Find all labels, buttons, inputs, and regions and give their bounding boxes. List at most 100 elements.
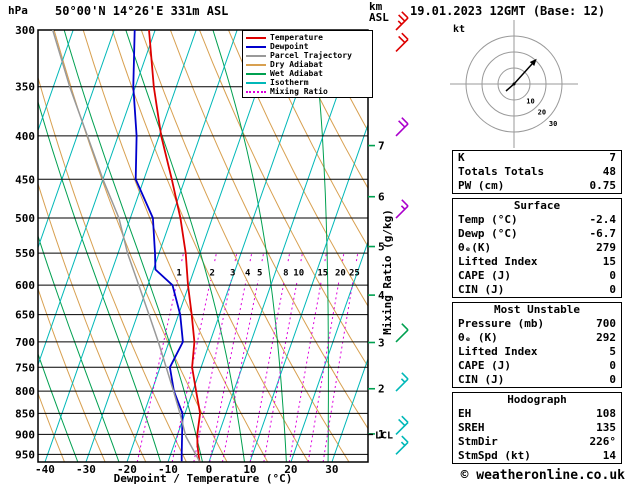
stat-value: 135 xyxy=(596,421,616,434)
svg-text:-20: -20 xyxy=(117,463,137,476)
stat-label: θₑ(K) xyxy=(458,241,492,254)
stat-row: EH 108 xyxy=(453,407,621,421)
svg-text:700: 700 xyxy=(15,336,35,349)
legend-label: Parcel Trajectory xyxy=(270,51,352,60)
legend-label: Wet Adiabat xyxy=(270,69,323,78)
stat-value: 48 xyxy=(602,165,616,178)
svg-text:850: 850 xyxy=(15,407,35,420)
stat-label: SREH xyxy=(458,421,485,434)
stat-value: -2.4 xyxy=(589,213,617,226)
svg-text:2: 2 xyxy=(378,383,385,396)
svg-text:1: 1 xyxy=(176,269,181,279)
stat-row: StmSpd (kt) 14 xyxy=(453,449,621,463)
svg-text:0: 0 xyxy=(206,463,213,476)
stat-section-title: Hodograph xyxy=(507,393,567,406)
pressure-unit-label: hPa xyxy=(8,4,28,17)
svg-text:5: 5 xyxy=(257,269,262,279)
legend-label: Dry Adiabat xyxy=(270,60,323,69)
sounding-curves xyxy=(51,30,201,462)
stat-row: CIN (J) 0 xyxy=(453,283,621,297)
indices-box: K 7 Totals Totals 48 PW (cm) 0.75 xyxy=(452,150,622,194)
stat-row: SREH 135 xyxy=(453,421,621,435)
stat-section-title: Surface xyxy=(513,199,561,212)
wind-barbs xyxy=(395,11,409,455)
stat-label: K xyxy=(458,151,465,164)
svg-text:3: 3 xyxy=(378,336,385,349)
stat-row: Lifted Index 15 xyxy=(453,255,621,269)
stat-value: 279 xyxy=(596,241,616,254)
legend-item: Temperature xyxy=(246,33,370,42)
svg-text:5: 5 xyxy=(378,241,385,254)
svg-text:10: 10 xyxy=(526,97,534,105)
svg-text:10: 10 xyxy=(293,269,304,279)
series-parcel-trajectory xyxy=(51,30,201,462)
stat-row: Dewp (°C) -6.7 xyxy=(453,227,621,241)
stat-label: PW (cm) xyxy=(458,179,505,192)
svg-text:kt: kt xyxy=(453,24,465,35)
x-axis-label: Dewpoint / Temperature (°C) xyxy=(113,472,293,485)
stat-row: Pressure (mb) 700 xyxy=(453,317,621,331)
stat-label: Pressure (mb) xyxy=(458,317,545,330)
stat-section-title: Most Unstable xyxy=(493,303,581,316)
altitude-scale: 1 2 3 4 5 6 7 LCL xyxy=(368,140,393,441)
svg-text:30: 30 xyxy=(325,463,338,476)
altitude-unit-label: km ASL xyxy=(369,1,389,23)
stat-value: 0 xyxy=(609,359,616,372)
svg-text:900: 900 xyxy=(15,428,35,441)
legend-label: Mixing Ratio xyxy=(270,87,328,96)
svg-text:300: 300 xyxy=(15,24,35,37)
legend-item: Isotherm xyxy=(246,78,370,87)
stat-label: Totals Totals xyxy=(458,165,545,178)
stat-value: 700 xyxy=(596,317,616,330)
stat-row: Totals Totals 48 xyxy=(453,165,621,179)
svg-text:3: 3 xyxy=(230,269,235,279)
legend-label: Isotherm xyxy=(270,78,309,87)
stat-value: 5 xyxy=(609,345,616,358)
svg-text:-30: -30 xyxy=(76,463,96,476)
svg-text:650: 650 xyxy=(15,309,35,322)
svg-text:4: 4 xyxy=(378,289,385,302)
chart-legend: Temperature Dewpoint Parcel Trajectory Dry … xyxy=(242,30,373,98)
stat-row: θₑ (K) 292 xyxy=(453,331,621,345)
svg-text:20: 20 xyxy=(538,109,546,117)
pressure-scale: 300 350 400 450 500 550 600 650 700 750 800 850 900 9… xyxy=(15,24,35,461)
stat-value: 14 xyxy=(602,449,616,462)
svg-text:25: 25 xyxy=(349,269,360,279)
legend-label: Temperature xyxy=(270,33,323,42)
svg-text:10: 10 xyxy=(243,463,256,476)
skewt-chart: 1 2 3 4 5 8 10 15 20 2530035040045050055060065070… xyxy=(15,11,409,476)
series-temperature xyxy=(148,30,201,462)
most-unstable-box: Most Unstable Pressure (mb) 700 θₑ (K) 292 Li… xyxy=(452,302,622,388)
stat-label: Lifted Index xyxy=(458,255,538,268)
stats-panel: K 7 Totals Totals 48 PW (cm) 0.75 Surface Temp … xyxy=(452,150,622,468)
svg-text:20: 20 xyxy=(335,269,346,279)
svg-text:450: 450 xyxy=(15,173,35,186)
legend-swatch xyxy=(246,81,266,84)
svg-text:1: 1 xyxy=(378,428,385,441)
stat-label: Lifted Index xyxy=(458,345,538,358)
surface-box: Surface Temp (°C) -2.4 Dewp (°C) -6.7 θₑ(K) 27… xyxy=(452,198,622,298)
altitude-unit-km: km xyxy=(369,0,383,13)
stat-row: CIN (J) 0 xyxy=(453,373,621,387)
stat-value: 108 xyxy=(596,407,616,420)
svg-text:8: 8 xyxy=(283,269,288,279)
stat-row: PW (cm) 0.75 xyxy=(453,179,621,193)
series-dewpoint xyxy=(132,30,184,462)
isotherm-lines xyxy=(38,30,368,462)
stat-label: CIN (J) xyxy=(458,283,505,296)
stat-label: CAPE (J) xyxy=(458,269,511,282)
station-title: 50°00'N 14°26'E 331m ASL xyxy=(55,4,229,18)
legend-swatch xyxy=(246,90,266,93)
svg-text:30: 30 xyxy=(549,120,557,128)
hodograph-box: Hodograph EH 108 SREH 135 StmDir 226° StmSpd (k… xyxy=(452,392,622,464)
svg-text:4: 4 xyxy=(245,269,251,279)
svg-text:500: 500 xyxy=(15,212,35,225)
stat-row: CAPE (J) 0 xyxy=(453,359,621,373)
temperature-scale: -40 -30 -20 -10 0 10 20 30 xyxy=(35,463,339,476)
stat-value: 292 xyxy=(596,331,616,344)
stat-row: θₑ(K) 279 xyxy=(453,241,621,255)
dry-adiabat-lines xyxy=(38,30,368,462)
svg-text:950: 950 xyxy=(15,448,35,461)
stat-value: 0 xyxy=(609,269,616,282)
svg-text:-10: -10 xyxy=(158,463,178,476)
